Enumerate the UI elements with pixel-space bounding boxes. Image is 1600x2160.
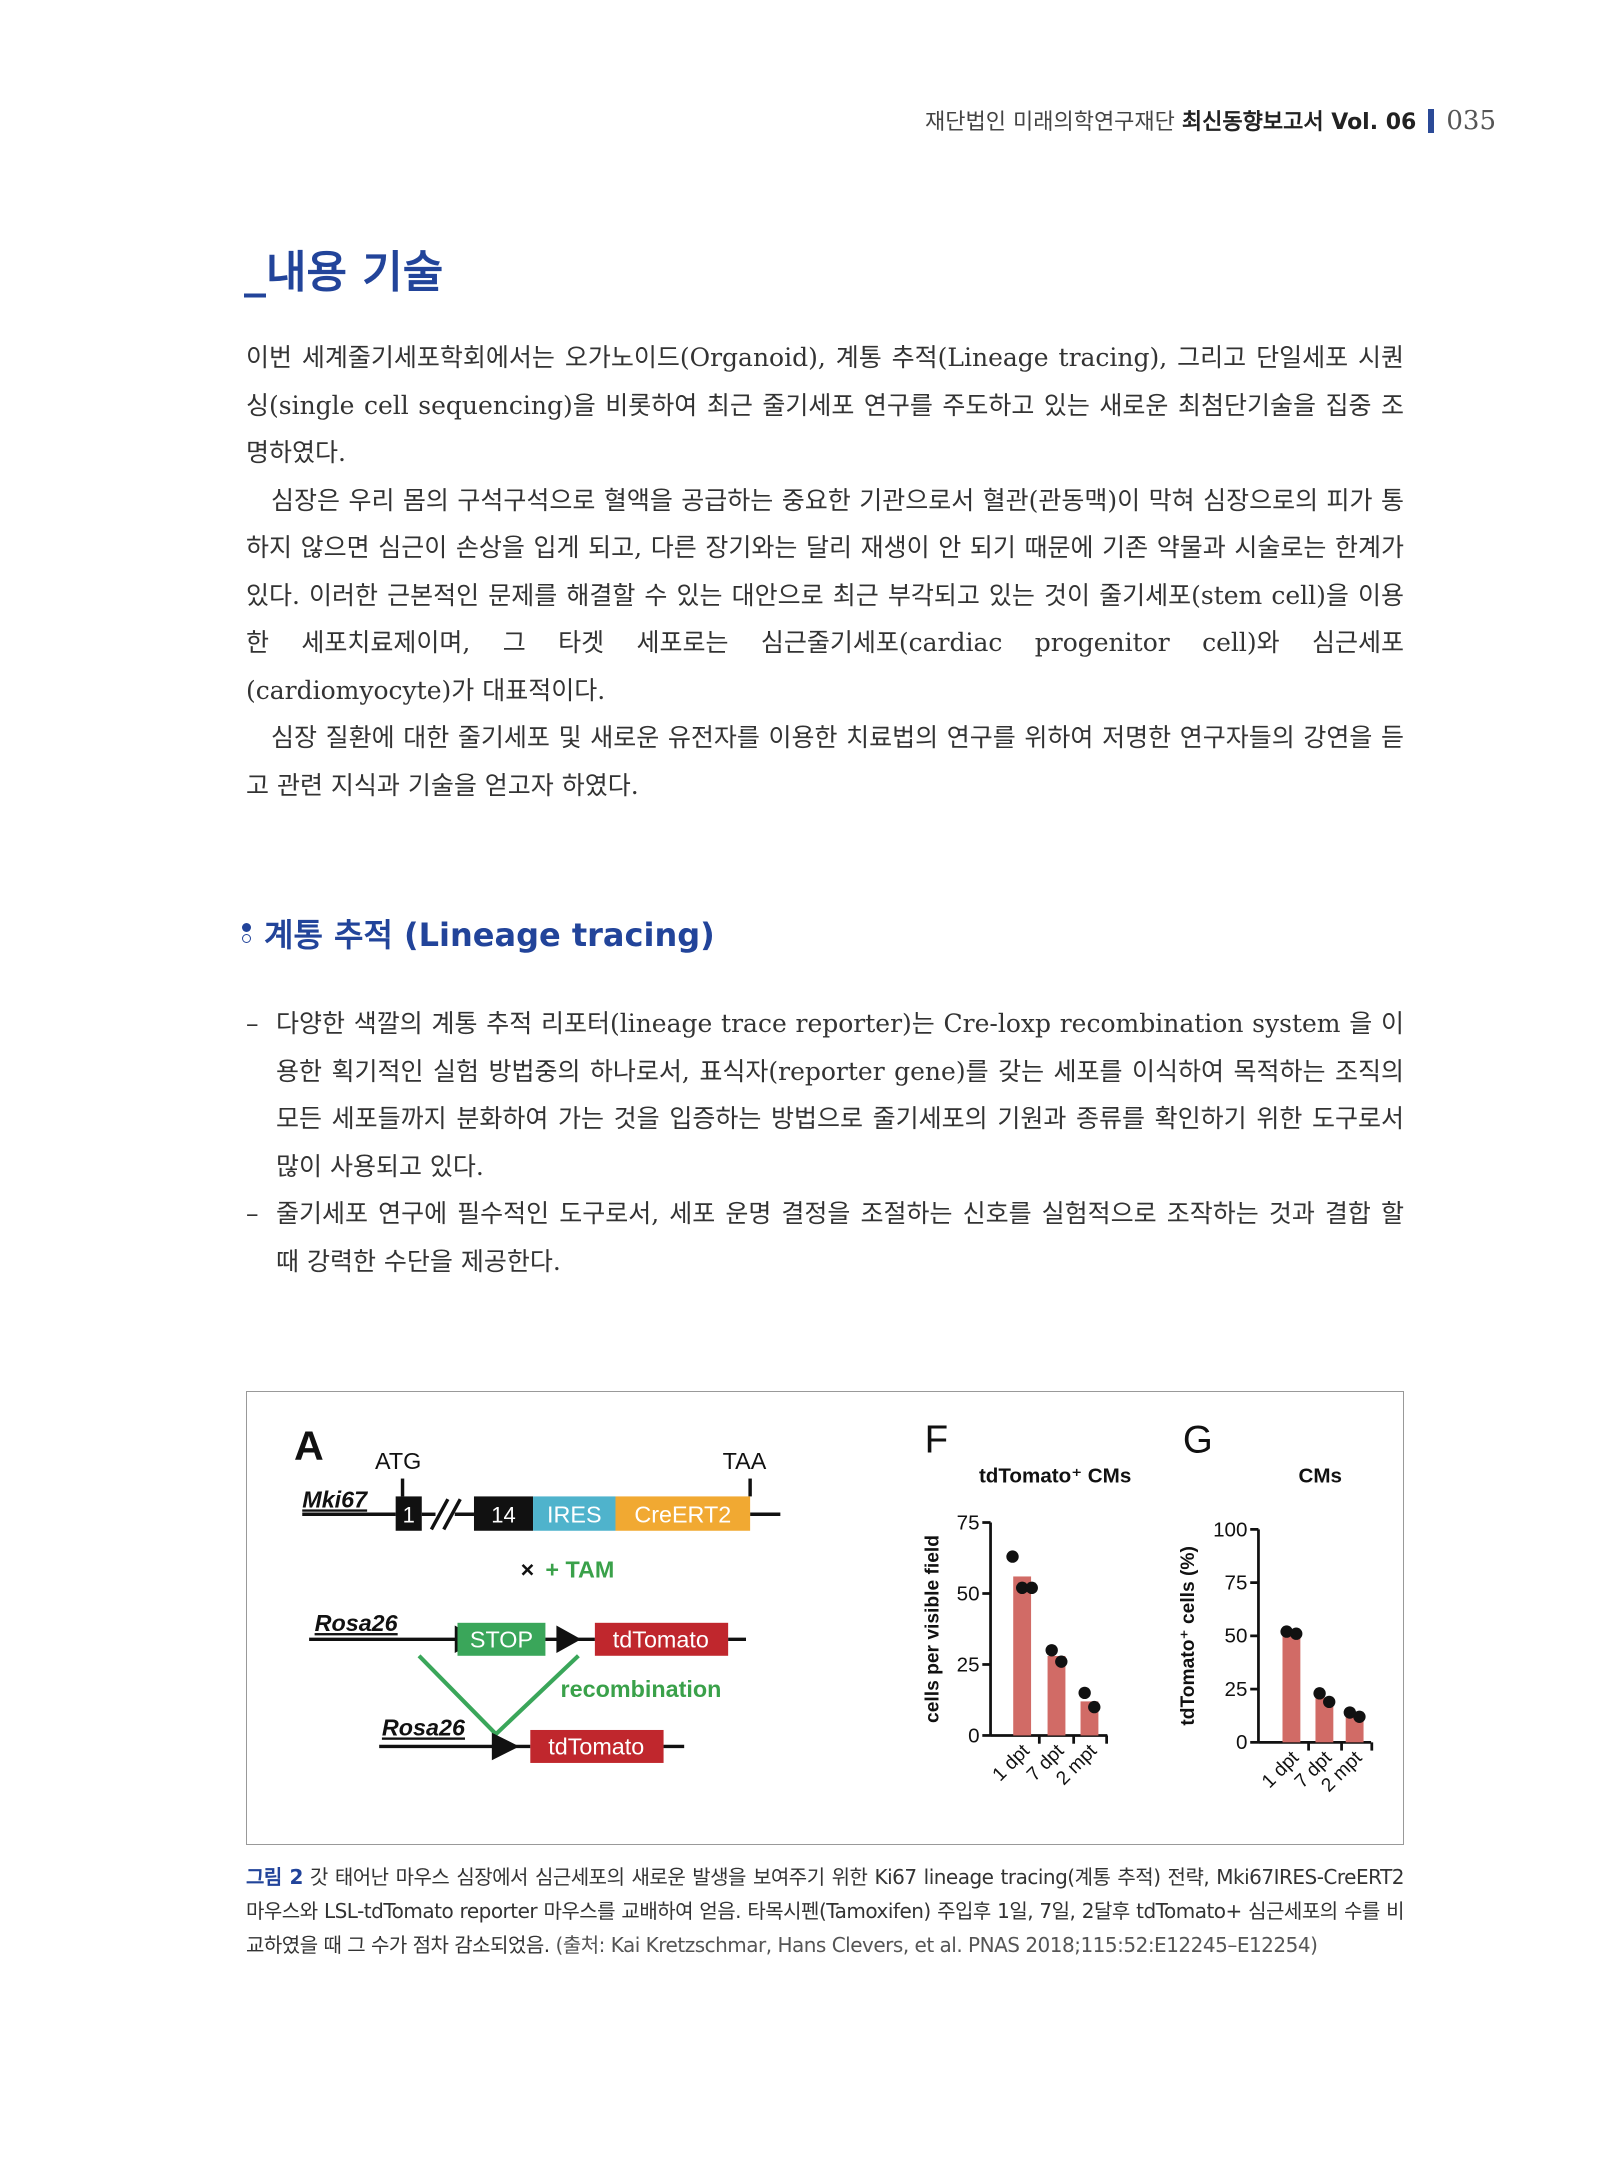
body-text: 이번 세계줄기세포학회에서는 오가노이드(Organoid), 계통 추적(Li…	[246, 334, 1404, 809]
y-tick-label: 100	[1213, 1518, 1247, 1541]
paragraph: 심장 질환에 대한 줄기세포 및 새로운 유전자를 이용한 치료법의 연구를 위…	[246, 723, 1404, 800]
y-tick-label: 25	[1225, 1678, 1248, 1701]
paragraph: 이번 세계줄기세포학회에서는 오가노이드(Organoid), 계통 추적(Li…	[246, 343, 1404, 467]
caption-source: (출처: Kai Kretzschmar, Hans Clevers, et a…	[555, 1933, 1318, 1957]
data-point	[1055, 1655, 1068, 1668]
data-point	[1006, 1550, 1019, 1563]
data-point	[1078, 1686, 1091, 1700]
y-tick-label: 75	[957, 1511, 980, 1534]
y-tick-label: 25	[957, 1653, 980, 1676]
bullet-item: – 줄기세포 연구에 필수적인 도구로서, 세포 운명 결정을 조절하는 신호를 …	[246, 1190, 1404, 1285]
paragraph: 심장은 우리 몸의 구석구석으로 혈액을 공급하는 중요한 기관으로서 혈관(관…	[246, 485, 1404, 705]
caption-text: 갓 태어난 마우스 심장에서 심근세포의 새로운 발생을 보여주기 위한 Ki6…	[246, 1865, 1405, 1957]
bullet-list: – 다양한 색깔의 계통 추적 리포터(lineage trace reporte…	[246, 1000, 1404, 1285]
exon-box	[473, 1496, 534, 1531]
bar	[1315, 1697, 1334, 1743]
rosa-label: Rosa26	[382, 1714, 466, 1740]
header-org: 재단법인 미래의학연구재단	[925, 110, 1175, 135]
gene-label: Mki67	[302, 1486, 368, 1512]
data-point	[1290, 1627, 1303, 1640]
tdtomato-label: tdTomato	[548, 1734, 644, 1760]
atg-label: ATG	[375, 1448, 421, 1474]
stop-label: STOP	[470, 1627, 533, 1653]
tam-label: + TAM	[545, 1556, 614, 1582]
figure-canvas: A ATG TAA Mki67 1 14 IRES CreERT2 × + TA…	[294, 1418, 1374, 1796]
bullet-text: 다양한 색깔의 계통 추적 리포터(lineage trace reporter…	[276, 1009, 1404, 1181]
rosa-construct-top	[309, 1622, 747, 1737]
page-title: _내용 기술	[244, 247, 444, 298]
chart-title: tdTomato⁺ CMs	[979, 1465, 1131, 1488]
data-point	[1088, 1700, 1101, 1714]
rosa-construct-bottom	[379, 1729, 685, 1763]
running-header: 재단법인 미래의학연구재단 최신동향보고서 Vol. 06 035	[925, 104, 1496, 136]
tdtomato-label: tdTomato	[613, 1627, 709, 1653]
panel-label: A	[294, 1422, 324, 1468]
data-point	[1353, 1710, 1366, 1723]
bullet-text: 줄기세포 연구에 필수적인 도구로서, 세포 운명 결정을 조절하는 신호를 실…	[276, 1199, 1404, 1276]
caption-label: 그림 2	[246, 1865, 303, 1889]
creert2-box	[615, 1496, 751, 1531]
exon-box	[395, 1496, 422, 1531]
data-point	[1313, 1687, 1326, 1700]
data-point	[1323, 1695, 1336, 1709]
ires-box	[533, 1496, 616, 1531]
figure-caption: 그림 2 갓 태어난 마우스 심장에서 심근세포의 새로운 발생을 보여주기 위…	[246, 1860, 1405, 1962]
section-heading-wrap: 계통 추적 (Lineage tracing)	[242, 910, 715, 956]
page-number: 035	[1446, 106, 1496, 136]
y-tick-label: 50	[1225, 1625, 1248, 1648]
x-tick-label: 1 dpt	[989, 1740, 1035, 1786]
taa-label: TAA	[723, 1448, 767, 1474]
gene-construct	[302, 1478, 781, 1531]
y-tick-label: 0	[968, 1724, 979, 1747]
figure: A ATG TAA Mki67 1 14 IRES CreERT2 × + TA…	[246, 1391, 1404, 1845]
heading-icon	[242, 921, 256, 945]
rosa-label: Rosa26	[315, 1610, 399, 1636]
data-point	[1280, 1625, 1293, 1638]
bullet-marker: –	[246, 1199, 259, 1228]
exon-label: 1	[403, 1503, 415, 1528]
data-point	[1343, 1706, 1356, 1719]
creert2-label: CreERT2	[634, 1502, 731, 1528]
bullet-item: – 다양한 색깔의 계통 추적 리포터(lineage trace reporte…	[246, 1000, 1404, 1190]
y-axis-label: tdTomato⁺ cells (%)	[1178, 1546, 1199, 1726]
y-tick-label: 0	[1236, 1731, 1247, 1754]
header-divider	[1428, 109, 1435, 133]
x-tick-label: 1 dpt	[1258, 1747, 1304, 1793]
section-heading: 계통 추적 (Lineage tracing)	[264, 916, 715, 954]
data-point	[1025, 1581, 1038, 1595]
cross-label: ×	[521, 1556, 535, 1582]
data-point	[1015, 1581, 1029, 1595]
ires-label: IRES	[547, 1502, 601, 1528]
y-tick-label: 50	[957, 1582, 980, 1605]
chart-title: CMs	[1299, 1465, 1342, 1488]
exon-label: 14	[491, 1503, 515, 1528]
panel-label: G	[1183, 1418, 1213, 1461]
bar	[1047, 1655, 1066, 1736]
bar	[1282, 1633, 1301, 1743]
bullet-marker: –	[246, 1009, 259, 1038]
recombination-label: recombination	[561, 1676, 722, 1702]
header-report: 최신동향보고서 Vol. 06	[1181, 110, 1417, 135]
y-tick-label: 75	[1225, 1571, 1248, 1594]
y-axis-label: cells per visible field	[922, 1535, 943, 1723]
panel-label: F	[925, 1418, 949, 1461]
bar	[1013, 1576, 1032, 1736]
data-point	[1045, 1644, 1058, 1657]
